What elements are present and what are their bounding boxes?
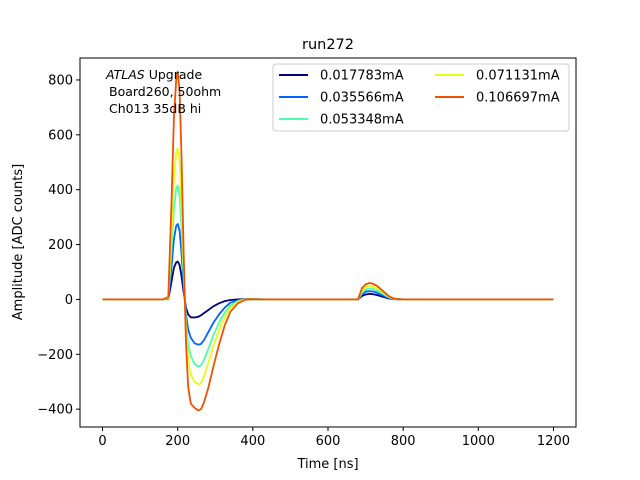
y-tick-label: 400: [48, 183, 73, 198]
x-tick-label: 600: [316, 434, 341, 449]
x-axis-label: Time [ns]: [296, 457, 358, 472]
y-tick-label: −400: [37, 403, 73, 418]
series-layer: [102, 70, 554, 412]
annotation: ATLAS Upgrade Board260, 50ohm Ch013 35dB…: [105, 67, 221, 116]
x-tick-label: 400: [240, 434, 265, 449]
legend: 0.017783mA 0.035566mA 0.053348mA 0.071131mA…: [272, 63, 570, 132]
annotation-atlas: ATLAS: [105, 67, 145, 82]
series-line-5: [102, 70, 554, 412]
legend-label: 0.053348mA: [320, 113, 404, 128]
x-tick-label: 800: [391, 434, 416, 449]
legend-label: 0.071131mA: [476, 69, 560, 84]
x-axis: 0 200 400 600 800 1000 1200: [98, 427, 570, 449]
annotation-channel: Ch013 35dB hi: [109, 101, 201, 116]
y-tick-label: 600: [48, 128, 73, 143]
series-line-1: [102, 260, 554, 319]
y-tick-label: 200: [48, 238, 73, 253]
legend-label: 0.106697mA: [476, 91, 560, 106]
legend-label: 0.017783mA: [320, 69, 404, 84]
y-axis-label: Amplitude [ADC counts]: [11, 164, 26, 320]
series-line-4: [102, 147, 554, 386]
y-axis: −400 −200 0 200 400 600 800: [37, 73, 80, 418]
annotation-board: Board260, 50ohm: [109, 84, 221, 99]
legend-label: 0.035566mA: [320, 91, 404, 106]
chart-title: run272: [302, 37, 354, 53]
legend-frame: [272, 63, 570, 132]
y-tick-label: 0: [65, 293, 73, 308]
series-line-2: [102, 223, 554, 346]
x-tick-label: 1000: [462, 434, 495, 449]
x-tick-label: 0: [98, 434, 106, 449]
svg-text:ATLAS Upgrade: ATLAS Upgrade: [105, 67, 202, 82]
y-tick-label: −200: [37, 348, 73, 363]
annotation-upgrade: Upgrade: [145, 67, 203, 82]
y-tick-label: 800: [48, 73, 73, 88]
x-tick-label: 200: [165, 434, 190, 449]
series-line-3: [102, 184, 554, 368]
x-tick-label: 1200: [537, 434, 570, 449]
